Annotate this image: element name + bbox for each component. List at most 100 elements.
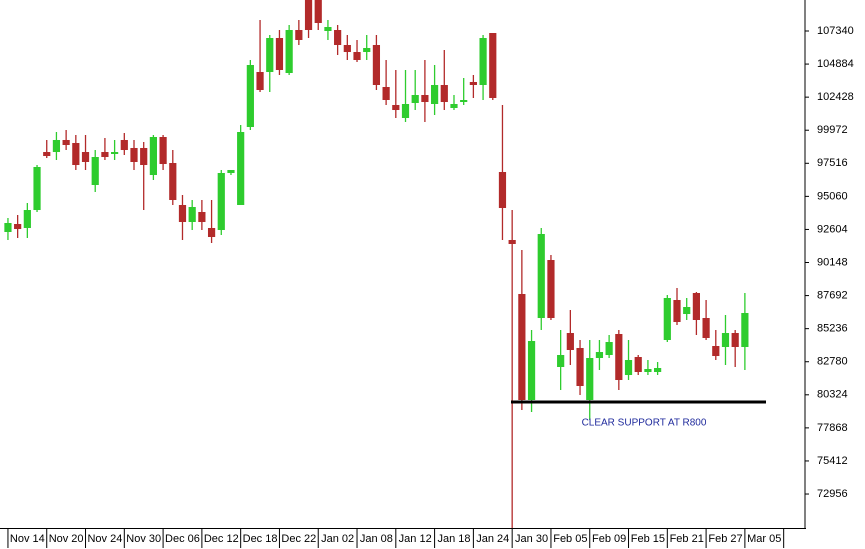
candle-body [285, 30, 293, 74]
candle-body [566, 333, 574, 351]
x-tick-label: Nov 30 [126, 533, 161, 545]
y-tick-label: 97516 [817, 157, 848, 169]
candle-body [33, 166, 41, 211]
x-tick-label: Jan 08 [360, 533, 393, 545]
candle-body [692, 292, 700, 320]
x-tick-label: Dec 18 [243, 533, 278, 545]
candle-body [440, 84, 448, 103]
candle-body [4, 223, 12, 232]
x-tick-label: Feb 27 [708, 533, 742, 545]
candle-body [644, 369, 652, 373]
x-tick-label: Jan 02 [321, 533, 354, 545]
candle-body [712, 346, 720, 357]
y-tick-label: 80324 [817, 389, 848, 401]
candle-body [304, 0, 313, 31]
candle-body [72, 142, 80, 166]
candle-body [527, 341, 536, 401]
x-tick-label: Nov 24 [87, 533, 122, 545]
candle-body [237, 131, 245, 205]
candle-body [130, 147, 138, 162]
candle-body [178, 204, 187, 223]
candle-body [547, 260, 555, 319]
candle-body [169, 162, 177, 201]
annotation: CLEAR SUPPORT AT R800 [582, 418, 707, 429]
x-tick-label: Dec 22 [281, 533, 316, 545]
candle-body [207, 227, 216, 238]
candle-body [392, 104, 400, 111]
x-tick-label: Dec 06 [165, 533, 200, 545]
candle-body [537, 234, 545, 319]
candle-body [683, 307, 691, 315]
candle-body [111, 152, 119, 155]
candle-body [14, 223, 22, 230]
x-tick-label: Feb 21 [670, 533, 704, 545]
x-tick-label: Feb 15 [631, 533, 665, 545]
candle-body [246, 65, 254, 128]
candle-body [62, 139, 70, 146]
candle-body [217, 173, 225, 231]
candle-body [741, 312, 749, 347]
x-tick-label: Jan 18 [437, 533, 470, 545]
y-tick-label: 107340 [817, 25, 854, 37]
candle-body [43, 152, 51, 157]
candle-body [295, 30, 303, 40]
candle-body [469, 81, 477, 85]
candle-body [353, 52, 361, 61]
candle-body [673, 300, 681, 323]
candle-body [266, 38, 274, 73]
candle-body [159, 137, 167, 165]
candle-body [615, 334, 623, 381]
candle-body [654, 368, 662, 373]
y-tick-label: 82780 [817, 356, 848, 368]
candle-body [450, 104, 458, 108]
y-tick-label: 90148 [817, 256, 848, 268]
x-tick-label: Dec 12 [204, 533, 239, 545]
candle-body [401, 104, 410, 119]
x-tick-label: Mar 05 [747, 533, 781, 545]
candle-body [595, 352, 604, 359]
x-tick-label: Jan 30 [515, 533, 548, 545]
x-tick-label: Nov 20 [49, 533, 84, 545]
candle-body [624, 360, 633, 376]
x-tick-label: Feb 09 [592, 533, 626, 545]
candle-body [275, 38, 284, 70]
candle-body [120, 139, 128, 151]
y-tick-label: 92604 [817, 223, 848, 235]
candle-body [81, 152, 90, 162]
y-tick-label: 99972 [817, 124, 848, 136]
candle-body [52, 139, 61, 153]
candle-body [460, 100, 468, 103]
candle-body [518, 293, 526, 401]
candle-body [314, 0, 322, 24]
candle-body [663, 297, 671, 340]
x-tick-label: Jan 12 [399, 533, 432, 545]
candle-body [227, 169, 235, 174]
candle-body [91, 157, 99, 185]
y-tick-label: 77868 [817, 422, 848, 434]
candle-body [188, 207, 196, 223]
candle-body [149, 137, 157, 176]
candle-body [411, 95, 419, 104]
candle-body [557, 354, 565, 367]
candle-body [731, 333, 739, 347]
candle-body [363, 47, 371, 53]
candle-body [576, 347, 584, 386]
y-tick-label: 102428 [817, 91, 854, 103]
x-tick-label: Feb 05 [553, 533, 587, 545]
candle-body [479, 38, 487, 85]
y-tick-label: 85236 [817, 323, 848, 335]
y-tick-label: 75412 [817, 455, 848, 467]
candle-body [421, 95, 429, 103]
candle-body [498, 172, 507, 209]
y-tick-label: 104884 [817, 58, 854, 70]
candle-body [508, 239, 516, 244]
x-tick-label: Nov 14 [10, 533, 45, 545]
candle-body [140, 147, 148, 166]
candle-body [334, 30, 342, 46]
candle-body [586, 358, 594, 401]
candle-body [198, 211, 206, 223]
candle-body [382, 87, 390, 101]
candle-body [605, 342, 613, 355]
candle-body [721, 333, 730, 347]
